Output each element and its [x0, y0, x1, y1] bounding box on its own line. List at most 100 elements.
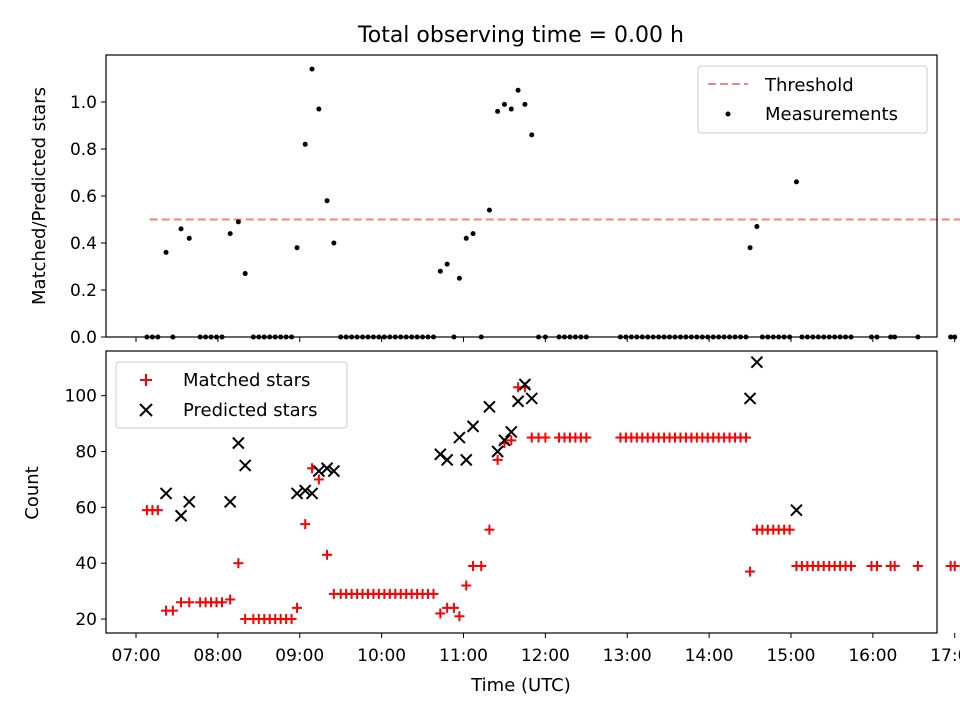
x-tick-label: 14:00 [685, 646, 734, 666]
x-tick-label: 16:00 [848, 646, 897, 666]
measurement-point [242, 271, 248, 277]
matched-stars-point [233, 558, 244, 569]
measurement-point [186, 235, 192, 241]
matched-stars-point [461, 580, 472, 591]
predicted-stars-point [790, 503, 803, 517]
predicted-stars-point [518, 378, 532, 391]
top-y-axis-label: Matched/Predicted stars [29, 87, 50, 305]
matched-stars-point [581, 432, 592, 443]
measurement-point [501, 101, 507, 107]
y-tick-label: 0.4 [70, 234, 97, 254]
matched-stars-point [167, 605, 178, 616]
matched-stars-point [476, 560, 487, 571]
matched-stars-point [912, 560, 923, 571]
measurement-point [495, 108, 501, 114]
matched-stars-point [492, 454, 503, 465]
matched-stars-point [949, 560, 960, 571]
matched-legend-label: Matched stars [183, 370, 310, 391]
bottom-panel: 20 40 60 80 100 07:00 08:00 09:00 10:00 11:00 12:… [22, 350, 960, 696]
y-tick-label: 0.8 [70, 140, 97, 160]
top-panel: 0.0 0.2 0.4 0.6 0.8 1.0 Matched/Predicted sta… [29, 54, 960, 348]
predicted-stars-point [511, 395, 525, 408]
predicted-stars-point [483, 400, 496, 414]
measurement-point [515, 87, 521, 93]
y-tick-label: 0.2 [70, 281, 97, 301]
predicted-stars-point [491, 445, 504, 458]
matched-stars-point [871, 560, 882, 571]
matched-stars-point [784, 524, 795, 535]
predicted-stars-point [232, 436, 245, 450]
predicted-stars-point [299, 484, 312, 497]
bottom-legend: Matched stars Predicted stars [115, 361, 348, 429]
measurement-point [486, 207, 492, 213]
predicted-stars-point [223, 495, 237, 508]
predicted-stars-point [320, 462, 334, 475]
bottom-legend-box [115, 361, 348, 429]
measurement-point [437, 268, 443, 274]
predicted-stars-point [743, 392, 757, 405]
predicted-stars-point [305, 487, 319, 500]
y-tick-label: 1.0 [70, 93, 97, 113]
x-tick-label: 13:00 [603, 646, 652, 666]
matched-stars-point [286, 614, 297, 625]
x-tick-label: 11:00 [439, 646, 488, 666]
x-tick-label: 08:00 [193, 646, 242, 666]
y-tick-label: 40 [75, 554, 97, 574]
matched-stars-point [506, 435, 517, 446]
measurement-point [331, 240, 337, 246]
matched-stars-point [184, 597, 195, 608]
bottom-plot-marks [141, 355, 960, 625]
top-x-ticks [135, 337, 956, 342]
predicted-stars-point [466, 420, 480, 433]
y-tick-label: 60 [75, 498, 97, 518]
bottom-y-axis-label: Count [22, 466, 43, 519]
top-legend-box [697, 65, 928, 134]
predicted-legend-swatch [139, 403, 153, 417]
top-plot-marks [144, 66, 960, 340]
chart-title: Total observing time = 0.00 h [357, 23, 684, 48]
predicted-stars-point [505, 425, 518, 439]
matched-stars-point [745, 566, 756, 577]
y-tick-label: 0.0 [70, 328, 97, 348]
matched-stars-point [454, 611, 465, 622]
matched-stars-point [740, 432, 751, 443]
measurement-point [316, 106, 322, 112]
measurement-point [508, 106, 514, 112]
matched-stars-point [448, 602, 459, 613]
y-tick-label: 0.6 [70, 187, 97, 207]
matched-stars-point [540, 432, 551, 443]
predicted-stars-point [159, 487, 173, 500]
measurement-point [324, 198, 330, 204]
bottom-x-ticks: 07:00 08:00 09:00 10:00 11:00 12:00 13:00 14:00… [112, 633, 960, 666]
y-tick-label: 80 [75, 443, 97, 463]
bottom-y-ticks: 20 40 60 80 100 [65, 387, 106, 630]
measurement-point [163, 249, 169, 255]
measurement-point [444, 261, 450, 267]
predicted-stars-point [312, 464, 326, 478]
matched-stars-point [484, 524, 495, 535]
predicted-stars-point [174, 509, 188, 522]
measurement-point [294, 245, 300, 251]
x-tick-label: 12:00 [521, 646, 570, 666]
x-tick-label: 07:00 [112, 646, 161, 666]
measurement-point [456, 275, 462, 281]
matched-stars-point [216, 597, 227, 608]
measurement-point [754, 224, 760, 230]
matched-stars-point [292, 602, 303, 613]
x-tick-label: 17:00 [930, 646, 960, 666]
predicted-legend-label: Predicted stars [183, 400, 317, 421]
measurement-point [529, 132, 535, 138]
predicted-stars-point [750, 355, 764, 369]
x-axis-label: Time (UTC) [470, 675, 571, 696]
matched-stars-point [322, 549, 333, 560]
top-y-ticks: 0.0 0.2 0.4 0.6 0.8 1.0 [70, 93, 106, 348]
matched-stars-point [300, 519, 311, 530]
measurement-point [470, 231, 476, 237]
x-tick-label: 15:00 [766, 646, 815, 666]
measurements-legend-swatch [725, 111, 731, 117]
matched-stars-point [313, 474, 324, 485]
threshold-legend-label: Threshold [764, 75, 854, 96]
measurement-point [793, 179, 799, 185]
matched-stars-point [435, 608, 446, 619]
